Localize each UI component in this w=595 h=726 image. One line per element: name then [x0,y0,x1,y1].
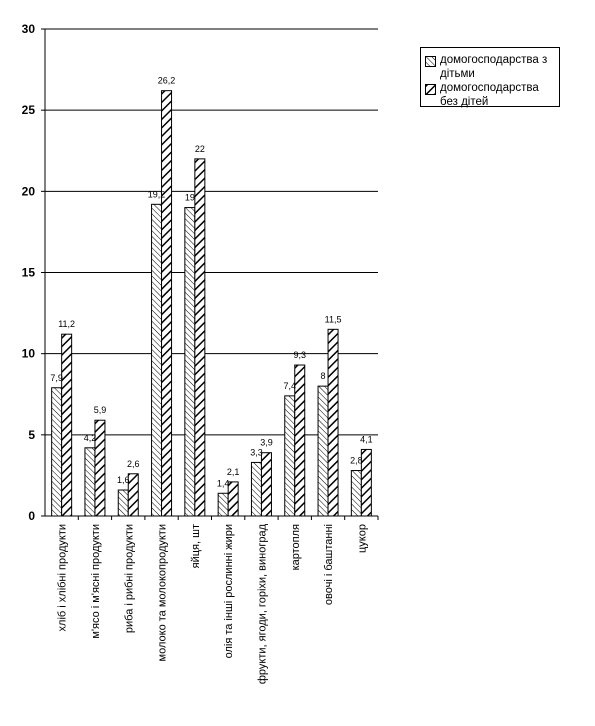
data-label: 19,2 [148,189,166,199]
bar-with-children [84,447,96,517]
y-tick-label: 10 [22,347,36,361]
x-category-label: фрукти, ягоди, горіхи, виноград [256,523,268,684]
bar-without-children [294,364,306,517]
data-label: 26,2 [158,76,176,86]
data-label: 19 [185,193,195,203]
data-label: 3,3 [250,447,263,457]
bar-without-children [61,333,73,517]
y-tick-label: 15 [22,266,36,280]
x-category-label: м'ясо і м'ясні продукти [90,524,102,639]
bar-with-children [250,461,262,517]
data-label: 9,3 [293,350,306,360]
bar-without-children [327,328,339,517]
bar-without-children [127,473,139,517]
legend-swatch-thick-hatch [425,84,436,95]
data-label: 22 [195,144,205,154]
x-category-label: картопля [290,524,302,570]
x-category-label: олія та інші рослинні жири [223,524,235,658]
y-tick-label: 25 [22,103,36,117]
y-tick-label: 5 [28,428,35,442]
bar-with-children [350,470,362,517]
data-label: 11,2 [58,319,75,329]
y-tick-label: 20 [22,184,36,198]
x-category-label: хліб і хлібні продукти [57,524,69,631]
bar-with-children [51,387,63,517]
legend-item-with-children: домогосподарства з дітьми [425,53,558,81]
bar-without-children [161,90,173,517]
bar-without-children [360,448,372,517]
data-label: 2,1 [227,467,240,477]
data-label: 8 [321,371,326,381]
bars [51,90,372,517]
data-label: 5,9 [94,405,107,415]
bar-with-children [117,489,129,517]
bar-without-children [94,419,106,517]
data-label: 1,4 [217,478,230,488]
legend-label-with-children: домогосподарства з дітьми [440,54,548,80]
bar-with-children [151,203,163,517]
data-label: 2,8 [350,456,363,466]
data-label: 1,6 [117,475,130,485]
x-category-label: овочі і баштанні [323,524,335,605]
data-label: 7,9 [50,373,63,383]
data-labels: 7,9 11,2 4,2 5,9 1,6 2,6 19,2 26,2 19 22 1,42,1 3,3… [50,76,372,489]
bar-without-children [260,452,272,517]
bar-without-children [227,481,239,517]
x-category-label: цукор [356,524,368,553]
legend-item-without-children: домогосподарства без дітей [425,81,558,109]
data-label: 2,6 [127,459,140,469]
y-tick-label: 30 [22,22,36,36]
bar-with-children [317,385,329,517]
legend-label-without-children: домогосподарства без дітей [440,82,539,108]
y-tick-label: 0 [28,509,35,523]
bar-with-children [184,207,196,517]
x-category-label: риба і рибні продукти [123,524,135,633]
axes: 0 5 10 15 20 25 30 хліб і хлібні продукти м'ясо … [22,22,379,684]
bar-with-children [217,492,229,517]
x-category-label: яйця, шт [190,524,202,568]
data-label: 3,9 [260,438,273,448]
data-label: 11,5 [325,314,342,324]
data-label: 7,4 [283,381,296,391]
data-label: 4,1 [360,434,373,444]
legend-swatch-thin-hatch [425,56,436,67]
x-category-label: молоко та молокопродукти [157,524,169,661]
data-label: 4,2 [84,433,97,443]
bar-with-children [284,395,296,517]
legend: домогосподарства з дітьми домогосподарст… [420,47,560,109]
bar-without-children [194,158,206,517]
